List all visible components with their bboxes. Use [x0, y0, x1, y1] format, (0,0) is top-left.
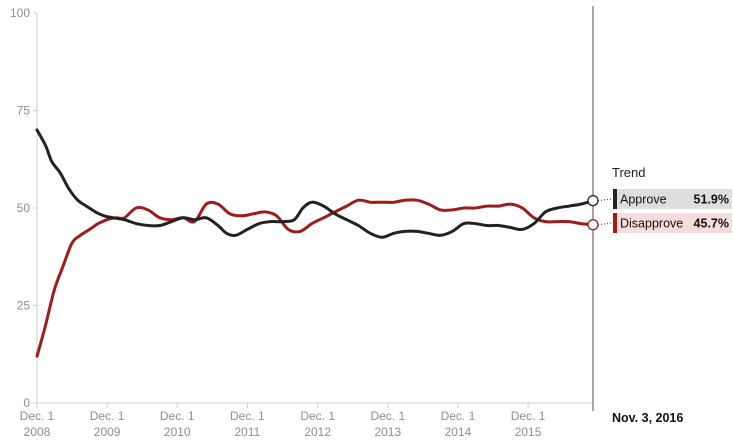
x-tick-label-bottom: 2015 — [515, 425, 542, 439]
x-axis: Dec. 1 2008 Dec. 1 2009 Dec. 1 2010 Dec. 1 2011… — [20, 402, 593, 439]
legend-swatch-approve — [613, 189, 617, 209]
x-tick-label-top: Dec. 1 — [370, 409, 405, 423]
x-tick-label-top: Dec. 1 — [511, 409, 546, 423]
x-tick-label-top: Dec. 1 — [160, 409, 195, 423]
legend-swatch-disapprove — [613, 213, 617, 233]
legend: Trend Approve 51.9% Disapprove 45.7% — [587, 165, 732, 233]
y-tick-label: 100 — [10, 6, 30, 20]
x-tick-label-bottom: 2014 — [445, 425, 472, 439]
legend-value-disapprove: 45.7% — [694, 217, 729, 231]
legend-row-bg — [613, 189, 732, 209]
y-axis: 0 25 50 75 100 — [10, 6, 38, 410]
legend-label-approve: Approve — [620, 193, 667, 207]
series-lines — [35, 128, 595, 358]
x-tick-label-bottom: 2008 — [24, 425, 51, 439]
legend-connector — [597, 222, 613, 226]
x-tick-label-bottom: 2013 — [374, 425, 401, 439]
legend-connector — [597, 198, 613, 202]
series-line-disapprove — [35, 198, 595, 358]
series-line-approve — [35, 128, 595, 239]
y-tick-label: 50 — [17, 201, 31, 215]
x-tick-label-top: Dec. 1 — [300, 409, 335, 423]
legend-value-approve: 51.9% — [694, 193, 729, 207]
end-marker-approve — [587, 194, 599, 207]
y-tick-label: 25 — [17, 299, 31, 313]
legend-title: Trend — [612, 165, 645, 180]
x-tick-label-bottom: 2012 — [304, 425, 331, 439]
legend-label-disapprove: Disapprove — [620, 217, 683, 231]
end-marker-disapprove — [587, 219, 599, 231]
x-tick-label-top: Dec. 1 — [441, 409, 476, 423]
x-tick-label-top: Dec. 1 — [230, 409, 265, 423]
current-date-label: Nov. 3, 2016 — [612, 411, 683, 425]
x-tick-label-top: Dec. 1 — [90, 409, 125, 423]
x-tick-label-bottom: 2010 — [164, 425, 191, 439]
x-tick-label-bottom: 2009 — [94, 425, 121, 439]
x-tick-label-bottom: 2011 — [234, 425, 260, 439]
y-tick-label: 0 — [23, 396, 30, 410]
y-tick-label: 75 — [17, 104, 31, 118]
x-tick-label-top: Dec. 1 — [20, 409, 55, 423]
legend-row-bg — [613, 213, 732, 233]
